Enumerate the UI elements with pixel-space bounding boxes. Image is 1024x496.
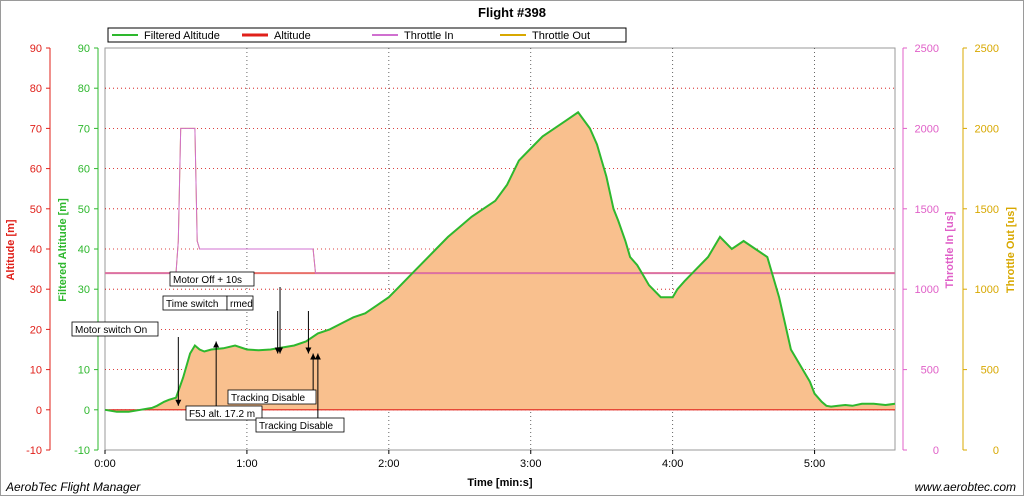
annotation-box xyxy=(226,295,254,311)
annotation-arrowhead xyxy=(213,341,220,348)
y-tick-label: -10 xyxy=(26,445,42,457)
annotation-box xyxy=(169,271,255,287)
y-tick-label: 10 xyxy=(78,365,90,377)
y-tick-label: 10 xyxy=(30,365,42,377)
annotation-arrowhead xyxy=(305,347,312,354)
y-tick-label: 80 xyxy=(30,83,42,95)
y-tick-label: 1000 xyxy=(975,284,999,296)
footer-app-name: AerobTec Flight Manager xyxy=(5,480,141,494)
x-tick-label: 2:00 xyxy=(378,458,399,470)
y-tick-label: 60 xyxy=(78,164,90,176)
y-tick-label: 70 xyxy=(30,123,42,135)
annotation-label: Tracking Disable xyxy=(259,421,334,432)
x-axis-title: Time [min:s] xyxy=(467,477,533,489)
y-axis-title: Throttle Out [us] xyxy=(1005,207,1017,293)
y-tick-label: 2500 xyxy=(915,43,939,55)
series-filtered-altitude xyxy=(104,110,896,413)
y-tick-label: 0 xyxy=(993,445,999,457)
y-axis-title: Filtered Altitude [m] xyxy=(57,198,69,302)
y-tick-label: 1500 xyxy=(915,204,939,216)
annotation-box xyxy=(227,389,317,405)
legend-box xyxy=(107,27,627,43)
y-tick-label: 90 xyxy=(78,43,90,55)
legend-label: Filtered Altitude xyxy=(144,30,220,42)
annotation-label: F5J alt. 17.2 m xyxy=(189,409,255,420)
y-tick-label: 50 xyxy=(30,204,42,216)
y-tick-label: 0 xyxy=(36,405,42,417)
annotation-box xyxy=(255,417,345,433)
y-tick-label: 60 xyxy=(30,164,42,176)
y-axis-title: Throttle In [us] xyxy=(944,211,956,288)
annotation-arrowhead xyxy=(314,353,321,360)
legend-label: Throttle Out xyxy=(532,30,590,42)
y-tick-label: 2500 xyxy=(975,43,999,55)
y-tick-label: -10 xyxy=(74,445,90,457)
y-tick-label: 2000 xyxy=(975,123,999,135)
y-tick-label: 20 xyxy=(30,324,42,336)
series-throttle-in xyxy=(105,127,895,274)
annotation-arrowhead xyxy=(274,347,281,354)
x-tick-label: 1:00 xyxy=(236,458,257,470)
annotation-box xyxy=(71,321,159,337)
annotation-arrowhead xyxy=(310,353,317,360)
y-tick-label: 90 xyxy=(30,43,42,55)
annotation-box xyxy=(185,405,263,421)
x-tick-label: 0:00 xyxy=(94,458,115,470)
annotation-label: Motor switch On xyxy=(75,325,147,336)
altitude-area xyxy=(105,112,895,412)
y-axis-title: Altitude [m] xyxy=(5,219,17,280)
footer-website: www.aerobtec.com xyxy=(915,480,1016,494)
y-tick-label: 40 xyxy=(78,244,90,256)
x-tick-label: 5:00 xyxy=(804,458,825,470)
y-tick-label: 1000 xyxy=(915,284,939,296)
x-tick-label: 4:00 xyxy=(662,458,683,470)
annotation-label: Time switch xyxy=(166,299,218,310)
y-tick-label: 40 xyxy=(30,244,42,256)
y-tick-label: 50 xyxy=(78,204,90,216)
x-tick-label: 3:00 xyxy=(520,458,541,470)
y-tick-label: 30 xyxy=(78,284,90,296)
annotation-arrowhead xyxy=(175,399,182,406)
y-tick-label: 0 xyxy=(84,405,90,417)
y-tick-label: 500 xyxy=(981,365,999,377)
y-tick-label: 2000 xyxy=(915,123,939,135)
y-tick-label: 500 xyxy=(921,365,939,377)
legend-label: Throttle In xyxy=(404,30,454,42)
y-tick-label: 0 xyxy=(933,445,939,457)
legend-label: Altitude xyxy=(274,30,311,42)
y-tick-label: 30 xyxy=(30,284,42,296)
chart-title: Flight #398 xyxy=(478,5,546,20)
y-tick-label: 1500 xyxy=(975,204,999,216)
y-tick-label: 70 xyxy=(78,123,90,135)
annotation-label: Motor Off + 10s xyxy=(173,275,242,286)
annotation-label: Tracking Disable xyxy=(231,393,306,404)
annotation-label: rmed xyxy=(230,299,253,310)
y-tick-label: 80 xyxy=(78,83,90,95)
